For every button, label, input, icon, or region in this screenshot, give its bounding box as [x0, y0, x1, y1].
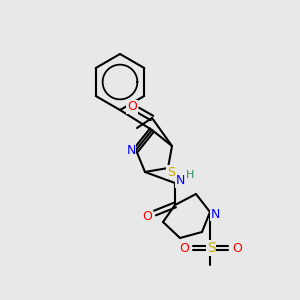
Text: N: N — [175, 175, 185, 188]
Text: O: O — [232, 242, 242, 256]
Text: O: O — [127, 100, 137, 113]
Text: O: O — [179, 242, 189, 256]
Text: N: N — [126, 143, 136, 157]
Text: N: N — [210, 208, 220, 220]
Text: H: H — [186, 170, 194, 180]
Text: O: O — [142, 209, 152, 223]
Text: S: S — [207, 241, 215, 255]
Text: S: S — [167, 166, 175, 178]
